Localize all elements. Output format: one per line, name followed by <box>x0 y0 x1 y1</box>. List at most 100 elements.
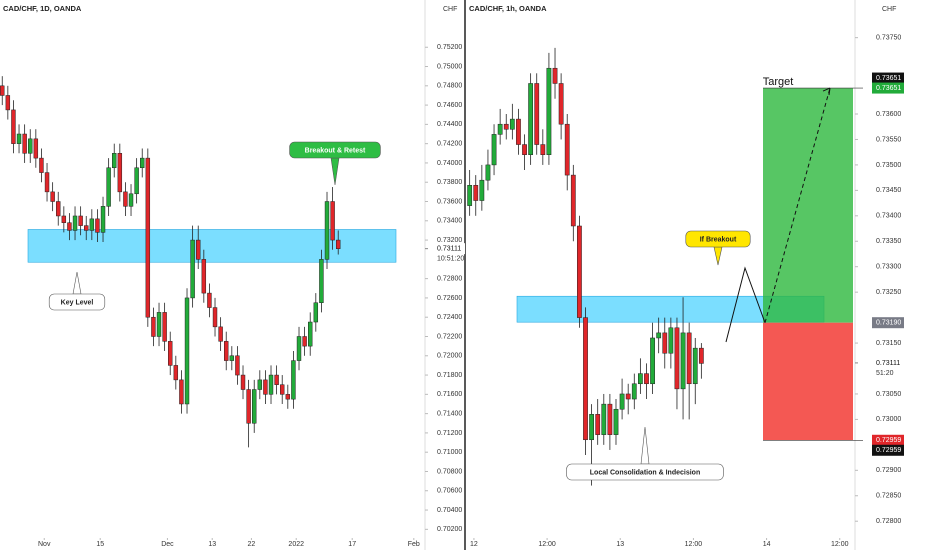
y-tick-label: 0.73300 <box>876 264 901 271</box>
y-tick-label: 0.74400 <box>437 121 462 128</box>
candle-body <box>16 133 22 144</box>
candle-body <box>56 201 61 217</box>
y-tick-label: 0.73150 <box>876 340 901 347</box>
candle-body <box>656 332 662 339</box>
candle-body <box>330 201 335 241</box>
candle-body <box>509 118 515 130</box>
candle-body <box>196 239 201 260</box>
candle-body <box>67 222 72 231</box>
candle-body <box>100 206 106 233</box>
candle-body <box>552 67 558 84</box>
stop-price-label: 0.72959 <box>876 437 901 444</box>
y-tick-label: 0.72800 <box>876 518 901 525</box>
current-price-label-box <box>872 357 904 369</box>
y-tick-label: 0.74600 <box>437 102 462 109</box>
candle-body <box>637 373 643 385</box>
arrow-head <box>822 87 831 96</box>
candle-body <box>190 239 195 299</box>
y-tick-label: 0.72900 <box>876 467 901 474</box>
y-tick-label: 0.70600 <box>437 488 462 495</box>
y-tick-label: 0.72850 <box>876 493 901 500</box>
x-tick-label: Nov <box>38 541 51 548</box>
candle-body <box>224 341 229 361</box>
candle-body <box>674 327 680 390</box>
y-tick-label: 0.73400 <box>876 213 901 220</box>
y-tick-label: 0.73350 <box>876 238 901 245</box>
y-tick-label: 0.74800 <box>437 83 462 90</box>
x-tick-label: 14 <box>763 541 771 548</box>
y-tick-label: 0.73600 <box>876 111 901 118</box>
candle-body <box>570 174 576 227</box>
candle-body <box>72 215 78 231</box>
candle-body <box>39 157 44 173</box>
candle-body <box>558 83 564 125</box>
key-zone <box>27 229 397 263</box>
candle-body <box>280 384 285 395</box>
y-tick-label: 0.72800 <box>437 275 462 282</box>
candle-body <box>5 95 11 111</box>
y-tick-label: 0.73450 <box>876 187 901 194</box>
x-tick-label: 15 <box>96 541 104 548</box>
candle-body <box>78 215 83 226</box>
candle-body <box>324 201 330 260</box>
candle-body <box>285 394 291 400</box>
candle-body <box>106 167 111 207</box>
candle-body <box>145 157 151 318</box>
candle-body <box>668 327 674 354</box>
candle-body <box>577 225 582 318</box>
candle-body <box>692 347 698 385</box>
candle-body <box>168 341 173 366</box>
y-tick-label: 0.73400 <box>437 218 462 225</box>
y-tick-label: 0.75200 <box>437 44 462 51</box>
candle-body <box>140 157 145 169</box>
candle-body <box>473 185 479 201</box>
y-tick-label: 0.72200 <box>437 333 462 340</box>
x-tick-label: Dec <box>161 541 174 548</box>
candle-body <box>680 332 686 390</box>
candle-body <box>179 379 184 405</box>
candle-body <box>89 218 95 231</box>
candle-body <box>619 393 625 410</box>
target-price-label-box <box>872 72 904 84</box>
current-price-label-box <box>433 243 465 255</box>
candle-body <box>162 312 167 342</box>
x-tick-label: 13 <box>208 541 216 548</box>
x-tick-label: 12 <box>470 541 478 548</box>
y-tick-label: 0.73200 <box>437 237 462 244</box>
candle-body <box>631 383 637 400</box>
y-tick-label: 0.73550 <box>876 136 901 143</box>
countdown: 51:20 <box>876 370 894 377</box>
candle-body <box>112 153 117 169</box>
candle-body <box>516 118 521 145</box>
annotation-text: If Breakout <box>700 236 737 243</box>
candle-body <box>528 83 534 155</box>
candle-body <box>173 365 179 381</box>
y-tick-label: 0.73050 <box>876 391 901 398</box>
annotation-bubble <box>566 463 724 481</box>
candle-body <box>134 167 139 195</box>
breakout-path <box>725 266 766 343</box>
candle-body <box>595 414 601 435</box>
candle-body <box>613 408 619 435</box>
candle-body <box>218 326 223 342</box>
chart-title: CAD/CHF, 1h, OANDA <box>469 4 547 13</box>
x-tick-label: 22 <box>248 541 256 548</box>
candle-body <box>151 316 156 337</box>
annotation-text: Target <box>763 76 794 88</box>
annotation-bubble <box>685 230 751 248</box>
candle-body <box>650 337 655 385</box>
stop-price-label-box <box>872 434 904 446</box>
x-tick-label: 2022 <box>288 541 304 548</box>
y-tick-label: 0.72000 <box>437 353 462 360</box>
candle-body <box>485 164 491 181</box>
candle-body <box>212 307 218 328</box>
candle-body <box>607 403 613 435</box>
x-tick-label: 13 <box>616 541 624 548</box>
y-tick-label: 0.71000 <box>437 449 462 456</box>
candle-body <box>601 403 607 435</box>
x-tick-label: 12:00 <box>831 541 849 548</box>
candle-body <box>540 144 546 155</box>
loss-zone <box>763 322 853 441</box>
target-price-label: 0.73651 <box>876 85 901 92</box>
